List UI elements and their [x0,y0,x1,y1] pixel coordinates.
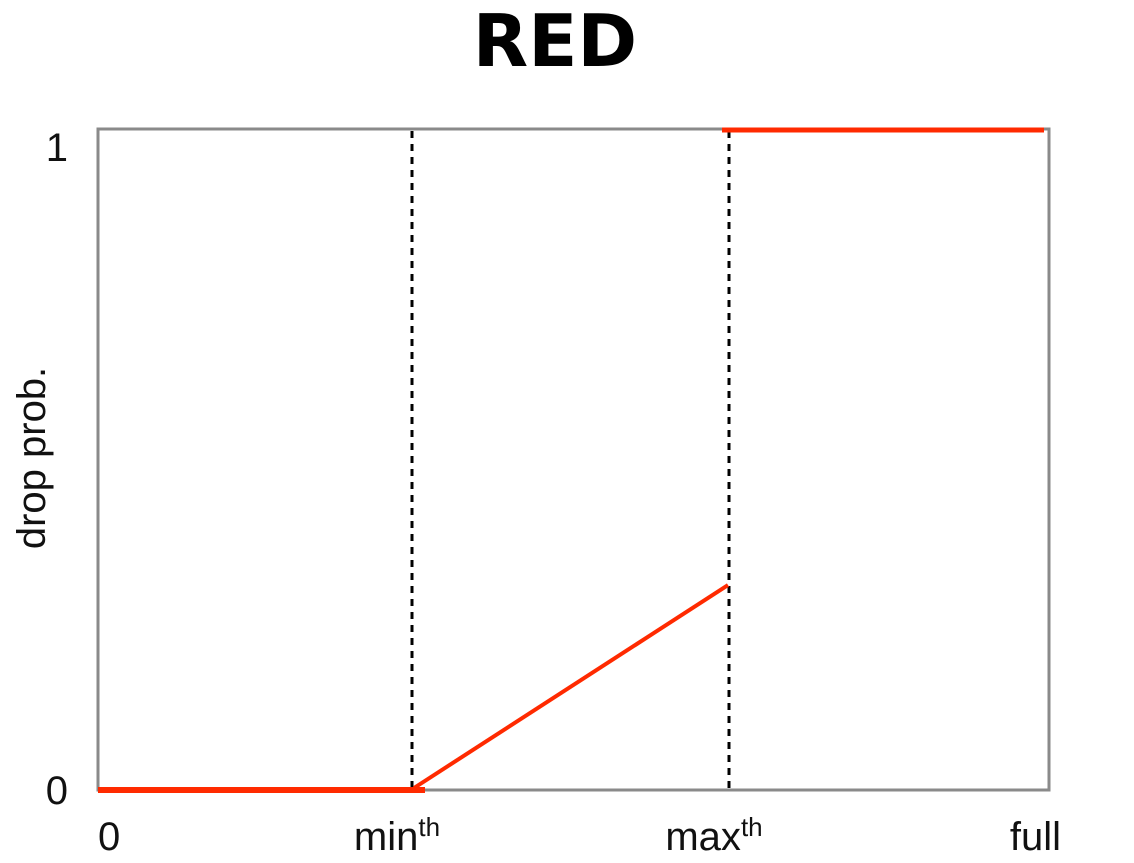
series-segment-2 [412,583,730,790]
x-tick-label-base: max [665,815,741,859]
x-tick-label-base: full [1010,815,1061,859]
x-tick-labels: 0 minth maxth full [98,812,1061,859]
y-tick-label-0: 0 [46,769,68,813]
x-tick-label-4: full [1010,815,1061,859]
x-tick-label-superscript: th [741,812,763,842]
x-tick-label-2: minth [354,812,440,859]
x-tick-label-1: 0 [98,815,120,859]
threshold-lines [410,131,731,788]
y-axis-label: drop prob. [10,367,54,549]
plot-frame [96,127,1051,792]
x-tick-label-3: maxth [665,812,762,859]
x-tick-label-superscript: th [418,812,440,842]
x-tick-label-base: 0 [98,815,120,859]
y-tick-labels: 01 [46,126,68,813]
x-tick-label-base: min [354,815,418,859]
drop-probability-series [98,127,1044,793]
chart-title: RED [473,0,637,83]
y-tick-label-1: 1 [46,126,68,170]
